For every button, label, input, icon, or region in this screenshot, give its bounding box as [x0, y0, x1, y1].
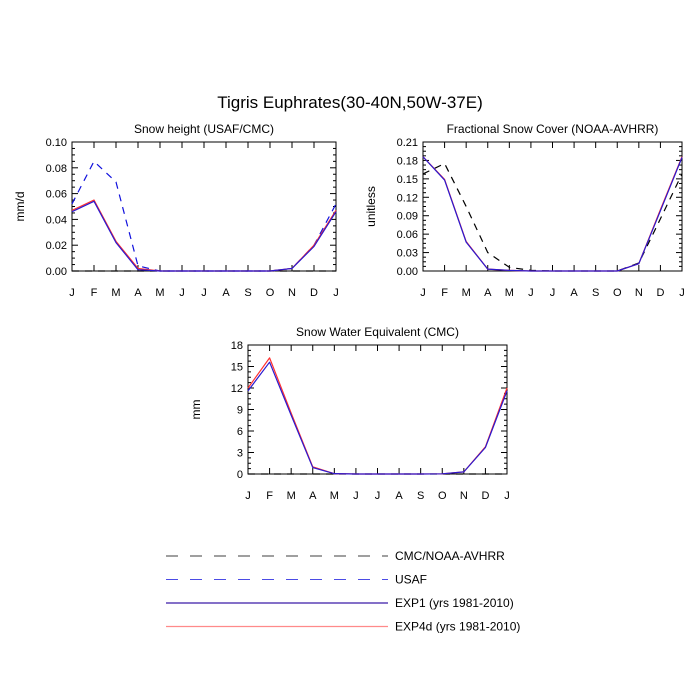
series-line	[247, 361, 508, 475]
chart-title: Snow Water Equivalent (CMC)	[296, 325, 459, 339]
x-tick-label: J	[201, 287, 207, 299]
x-tick-label: N	[635, 287, 643, 299]
y-tick-label: 3	[237, 448, 243, 460]
figure-title: Tigris Euphrates(30-40N,50W-37E)	[217, 93, 483, 112]
panels: Snow height (USAF/CMC) mm/d 0.00 0.02 0.04 0.…	[13, 122, 685, 502]
y-tick-label: 18	[231, 340, 243, 352]
legend: CMC/NOAA-AVHRR USAF EXP1 (yrs 1981-2010) EX…	[166, 549, 520, 634]
legend-label: EXP4d (yrs 1981-2010)	[395, 620, 520, 634]
y-axis-label: mm	[189, 400, 203, 420]
chart-panel: Snow height (USAF/CMC) mm/d 0.00 0.02 0.04 0.…	[13, 122, 339, 299]
x-tick-label: J	[504, 490, 510, 502]
y-tick-label: 0.12	[397, 192, 418, 204]
x-tick-label: S	[417, 490, 424, 502]
x-tick-label: F	[266, 490, 273, 502]
series-line	[422, 156, 683, 272]
legend-item: EXP4d (yrs 1981-2010)	[166, 620, 520, 634]
series-line	[71, 200, 337, 272]
chart-panel: Fractional Snow Cover (NOAA-AVHRR) unitle…	[364, 122, 685, 299]
y-tick-label: 0.21	[397, 137, 418, 149]
legend-item: EXP1 (yrs 1981-2010)	[166, 596, 514, 610]
y-tick-label: 0.06	[46, 189, 67, 201]
x-tick-label: J	[245, 490, 251, 502]
x-tick-label: J	[375, 490, 381, 502]
x-tick-label: J	[679, 287, 685, 299]
x-tick-label: M	[111, 287, 120, 299]
legend-label: EXP1 (yrs 1981-2010)	[395, 596, 514, 610]
x-tick-label: A	[484, 287, 492, 299]
y-tick-label: 0.15	[397, 174, 418, 186]
chart-panel: Snow Water Equivalent (CMC) mm 0 3 6 9 12 15 18 J…	[189, 325, 510, 502]
y-tick-label: 0.04	[46, 214, 67, 226]
x-tick-label: O	[438, 490, 447, 502]
y-tick-label: 0.06	[397, 229, 418, 241]
x-tick-label: M	[505, 287, 514, 299]
x-tick-label: F	[91, 287, 98, 299]
x-tick-label: A	[222, 287, 230, 299]
x-tick-label: J	[69, 287, 75, 299]
x-tick-label: F	[441, 287, 448, 299]
series-line	[71, 160, 337, 272]
x-tick-label: J	[420, 287, 426, 299]
y-tick-label: 0.02	[46, 240, 67, 252]
x-tick-label: O	[266, 287, 275, 299]
plot-frame	[71, 141, 337, 272]
y-axis-label: mm/d	[13, 192, 27, 222]
x-tick-label: J	[528, 287, 534, 299]
x-tick-label: M	[330, 490, 339, 502]
y-tick-label: 0.00	[46, 266, 67, 278]
legend-label: CMC/NOAA-AVHRR	[395, 549, 505, 563]
x-tick-label: J	[179, 287, 185, 299]
chart-title: Snow height (USAF/CMC)	[134, 122, 274, 136]
y-tick-label: 0.10	[46, 137, 67, 149]
series-line	[247, 357, 508, 475]
x-tick-label: N	[460, 490, 468, 502]
y-tick-label: 9	[237, 405, 243, 417]
x-tick-label: M	[155, 287, 164, 299]
legend-item: USAF	[166, 573, 427, 587]
series-line	[422, 162, 683, 272]
y-tick-label: 0.03	[397, 248, 418, 260]
x-tick-label: M	[287, 490, 296, 502]
x-tick-label: J	[550, 287, 556, 299]
plot-frame	[247, 344, 508, 475]
x-tick-label: A	[570, 287, 578, 299]
x-tick-label: A	[134, 287, 142, 299]
x-tick-label: N	[288, 287, 296, 299]
x-tick-label: D	[310, 287, 318, 299]
x-tick-label: S	[244, 287, 251, 299]
legend-label: USAF	[395, 573, 427, 587]
y-tick-label: 12	[231, 383, 243, 395]
y-tick-label: 0.08	[46, 163, 67, 175]
y-axis-label: unitless	[364, 186, 378, 227]
x-tick-label: J	[353, 490, 359, 502]
x-tick-label: A	[395, 490, 403, 502]
y-tick-label: 0.00	[397, 266, 418, 278]
x-tick-label: D	[656, 287, 664, 299]
x-tick-label: D	[481, 490, 489, 502]
y-tick-label: 15	[231, 362, 243, 374]
y-tick-label: 0	[237, 469, 243, 481]
x-tick-label: S	[592, 287, 599, 299]
x-tick-label: M	[462, 287, 471, 299]
y-tick-label: 6	[237, 426, 243, 438]
x-tick-label: J	[333, 287, 339, 299]
y-tick-label: 0.09	[397, 211, 418, 223]
x-tick-label: O	[613, 287, 622, 299]
x-tick-label: A	[309, 490, 317, 502]
y-tick-label: 0.18	[397, 155, 418, 167]
chart-title: Fractional Snow Cover (NOAA-AVHRR)	[447, 122, 659, 136]
legend-item: CMC/NOAA-AVHRR	[166, 549, 505, 563]
